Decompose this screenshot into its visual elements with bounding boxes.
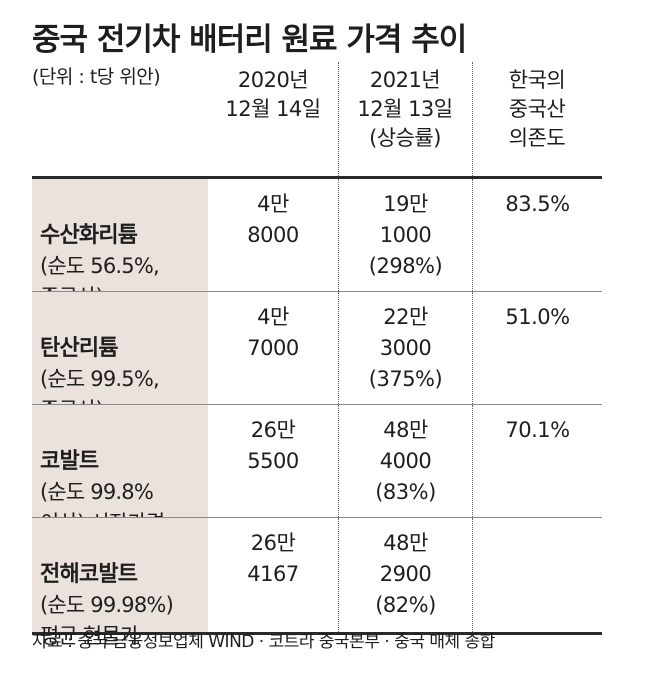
unit-label: (단위 : t당 위안)	[32, 66, 161, 88]
table-row: 탄산리튬 (순도 99.5%, 중국산) 4만 7000 22만 3000 (3…	[32, 291, 602, 422]
material-name-cell: 탄산리튬 (순도 99.5%, 중국산)	[32, 292, 208, 422]
source-note: 자료 : 중국 금융정보업체 WIND · 코트라 중국본부 · 중국 매체 종…	[32, 632, 495, 652]
price-2021: 48만 4000 (83%)	[338, 405, 472, 517]
chart-title: 중국 전기차 배터리 원료 가격 추이	[32, 22, 467, 58]
material-detail: (순도 99.98%) 평균 현물가	[40, 593, 174, 648]
china-dependency: 51.0%	[472, 292, 602, 404]
price-2020: 26만 5500	[247, 418, 299, 473]
china-dependency: 70.1%	[472, 405, 602, 517]
material-name-cell: 전해코발트 (순도 99.98%) 평균 현물가	[32, 518, 208, 648]
price-2020: 4만 8000	[247, 192, 299, 247]
price-2020: 26만 4167	[247, 531, 299, 586]
table-row: 수산화리튬 (순도 56.5%, 중국산) 4만 8000 19만 1000 (…	[32, 179, 602, 309]
china-dependency	[472, 518, 602, 632]
china-dependency: 83.5%	[472, 179, 602, 291]
material-name: 전해코발트	[40, 562, 138, 587]
price-2021: 22만 3000 (375%)	[338, 292, 472, 404]
price-2021: 48만 2900 (82%)	[338, 518, 472, 632]
table-row: 코발트 (순도 99.8% 이상) 시장가격 26만 5500 48만 4000…	[32, 404, 602, 535]
column-divider	[338, 62, 339, 176]
column-divider	[472, 62, 473, 176]
material-name: 탄산리튬	[40, 336, 119, 361]
table-header: (단위 : t당 위안) 2020년 12월 14일 2021년 12월 13일…	[32, 62, 602, 176]
column-header-2020: 2020년 12월 14일	[225, 68, 321, 121]
price-2020: 4만 7000	[247, 305, 299, 360]
price-table: 수산화리튬 (순도 56.5%, 중국산) 4만 8000 19만 1000 (…	[32, 176, 602, 648]
material-name: 코발트	[40, 449, 99, 474]
material-name-cell: 코발트 (순도 99.8% 이상) 시장가격	[32, 405, 208, 535]
material-name: 수산화리튬	[40, 223, 138, 248]
column-header-2021: 2021년 12월 13일 (상승률)	[357, 68, 453, 150]
table-row: 전해코발트 (순도 99.98%) 평균 현물가 26만 4167 48만 29…	[32, 517, 602, 648]
price-2021: 19만 1000 (298%)	[338, 179, 472, 291]
material-name-cell: 수산화리튬 (순도 56.5%, 중국산)	[32, 179, 208, 309]
column-header-dependency: 한국의 중국산 의존도	[508, 68, 566, 150]
